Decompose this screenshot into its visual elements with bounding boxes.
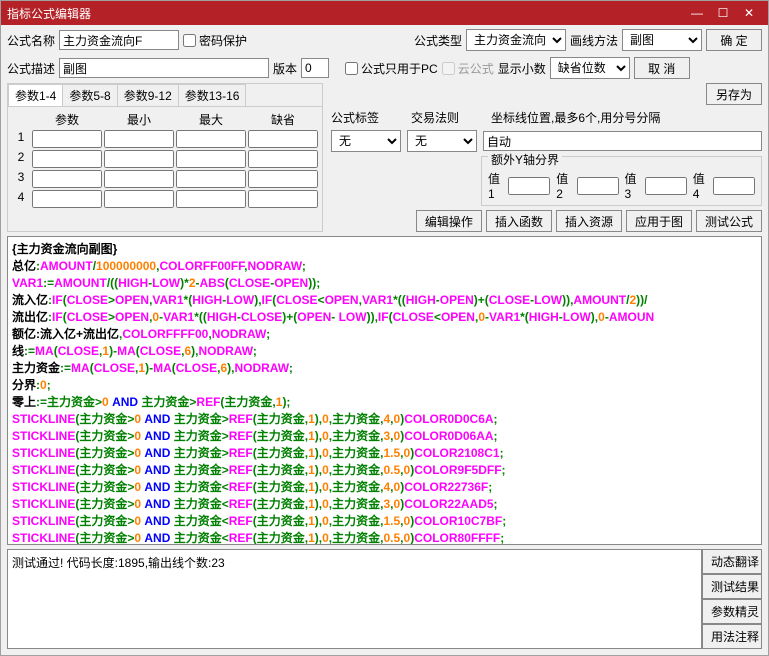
ok-button[interactable]: 确 定 <box>706 29 762 51</box>
param-input[interactable] <box>32 130 102 148</box>
label-rule: 交易法则 <box>411 109 459 126</box>
test-button[interactable]: 测试公式 <box>696 210 762 232</box>
param-input[interactable] <box>104 150 174 168</box>
param-input[interactable] <box>176 130 246 148</box>
cancel-button[interactable]: 取 消 <box>634 57 690 79</box>
coord-input[interactable] <box>483 131 762 151</box>
param-input[interactable] <box>248 190 318 208</box>
label-show-dec: 显示小数 <box>498 60 546 77</box>
label-version: 版本 <box>273 60 297 77</box>
row1: 公式名称 密码保护 公式类型 主力资金流向 画线方法 副图 确 定 <box>1 25 768 55</box>
val3-input[interactable] <box>645 177 687 195</box>
saveas-button[interactable]: 另存为 <box>706 83 762 105</box>
tab-params-1-4[interactable]: 参数1-4 <box>8 84 63 106</box>
val2-input[interactable] <box>577 177 619 195</box>
version-input[interactable] <box>301 58 329 78</box>
right-panel: 另存为 公式标签 交易法则 坐标线位置,最多6个,用分号分隔 无 无 额外Y轴分… <box>331 83 762 232</box>
window-title: 指标公式编辑器 <box>7 5 684 22</box>
cloud-checkbox: 云公式 <box>442 60 494 77</box>
usage-button[interactable]: 用法注释 <box>702 624 762 649</box>
rule-select[interactable]: 无 <box>407 130 477 152</box>
test-result-button[interactable]: 测试结果 <box>702 574 762 599</box>
edit-op-button[interactable]: 编辑操作 <box>416 210 482 232</box>
ins-res-button[interactable]: 插入资源 <box>556 210 622 232</box>
row2: 公式描述 版本 公式只用于PC 云公式 显示小数 缺省位数 取 消 <box>1 55 768 83</box>
param-grid: 参数最小最大缺省 1 2 3 4 <box>8 107 322 212</box>
param-input[interactable] <box>248 150 318 168</box>
formula-desc-input[interactable] <box>59 58 269 78</box>
label-extra-y: 额外Y轴分界 <box>488 151 562 168</box>
status-output: 测试通过! 代码长度:1895,输出线个数:23 <box>7 549 702 649</box>
mid-section: 参数1-4 参数5-8 参数9-12 参数13-16 参数最小最大缺省 1 2 … <box>1 83 768 236</box>
digits-select[interactable]: 缺省位数 <box>550 57 630 79</box>
bottom-section: 测试通过! 代码长度:1895,输出线个数:23 动态翻译 测试结果 参数精灵 … <box>7 549 762 649</box>
tab-params-13-16[interactable]: 参数13-16 <box>178 84 247 106</box>
tab-params-9-12[interactable]: 参数9-12 <box>117 84 179 106</box>
formula-name-input[interactable] <box>59 30 179 50</box>
label-formula-type: 公式类型 <box>414 32 462 49</box>
code-editor[interactable]: {主力资金流向副图} 总亿:AMOUNT/100000000,COLORFF00… <box>7 236 762 545</box>
apply-button[interactable]: 应用于图 <box>626 210 692 232</box>
titlebar: 指标公式编辑器 ― ☐ ✕ <box>1 1 768 25</box>
side-buttons: 动态翻译 测试结果 参数精灵 用法注释 <box>702 549 762 649</box>
val1-input[interactable] <box>508 177 550 195</box>
editor-window: 指标公式编辑器 ― ☐ ✕ 公式名称 密码保护 公式类型 主力资金流向 画线方法… <box>0 0 769 656</box>
extra-y-fieldset: 额外Y轴分界 值1 值2 值3 值4 <box>481 156 762 206</box>
param-input[interactable] <box>176 190 246 208</box>
tag-select[interactable]: 无 <box>331 130 401 152</box>
param-input[interactable] <box>248 170 318 188</box>
formula-type-select[interactable]: 主力资金流向 <box>466 29 566 51</box>
minimize-icon[interactable]: ― <box>684 6 710 20</box>
tab-params-5-8[interactable]: 参数5-8 <box>62 84 117 106</box>
pwd-protect-checkbox[interactable]: 密码保护 <box>183 32 247 49</box>
param-input[interactable] <box>176 170 246 188</box>
param-input[interactable] <box>32 190 102 208</box>
params-panel: 参数1-4 参数5-8 参数9-12 参数13-16 参数最小最大缺省 1 2 … <box>7 83 323 232</box>
label-formula-desc: 公式描述 <box>7 60 55 77</box>
param-wiz-button[interactable]: 参数精灵 <box>702 599 762 624</box>
param-input[interactable] <box>104 190 174 208</box>
label-tag: 公式标签 <box>331 109 379 126</box>
param-input[interactable] <box>104 130 174 148</box>
ins-func-button[interactable]: 插入函数 <box>486 210 552 232</box>
param-input[interactable] <box>248 130 318 148</box>
param-input[interactable] <box>104 170 174 188</box>
param-tabs: 参数1-4 参数5-8 参数9-12 参数13-16 <box>8 84 322 107</box>
label-draw-method: 画线方法 <box>570 32 618 49</box>
label-formula-name: 公式名称 <box>7 32 55 49</box>
val4-input[interactable] <box>713 177 755 195</box>
pc-only-checkbox[interactable]: 公式只用于PC <box>345 60 438 77</box>
param-input[interactable] <box>32 170 102 188</box>
maximize-icon[interactable]: ☐ <box>710 6 736 20</box>
draw-method-select[interactable]: 副图 <box>622 29 702 51</box>
param-input[interactable] <box>176 150 246 168</box>
label-coord: 坐标线位置,最多6个,用分号分隔 <box>491 109 660 126</box>
param-input[interactable] <box>32 150 102 168</box>
dyn-trans-button[interactable]: 动态翻译 <box>702 549 762 574</box>
close-icon[interactable]: ✕ <box>736 6 762 20</box>
